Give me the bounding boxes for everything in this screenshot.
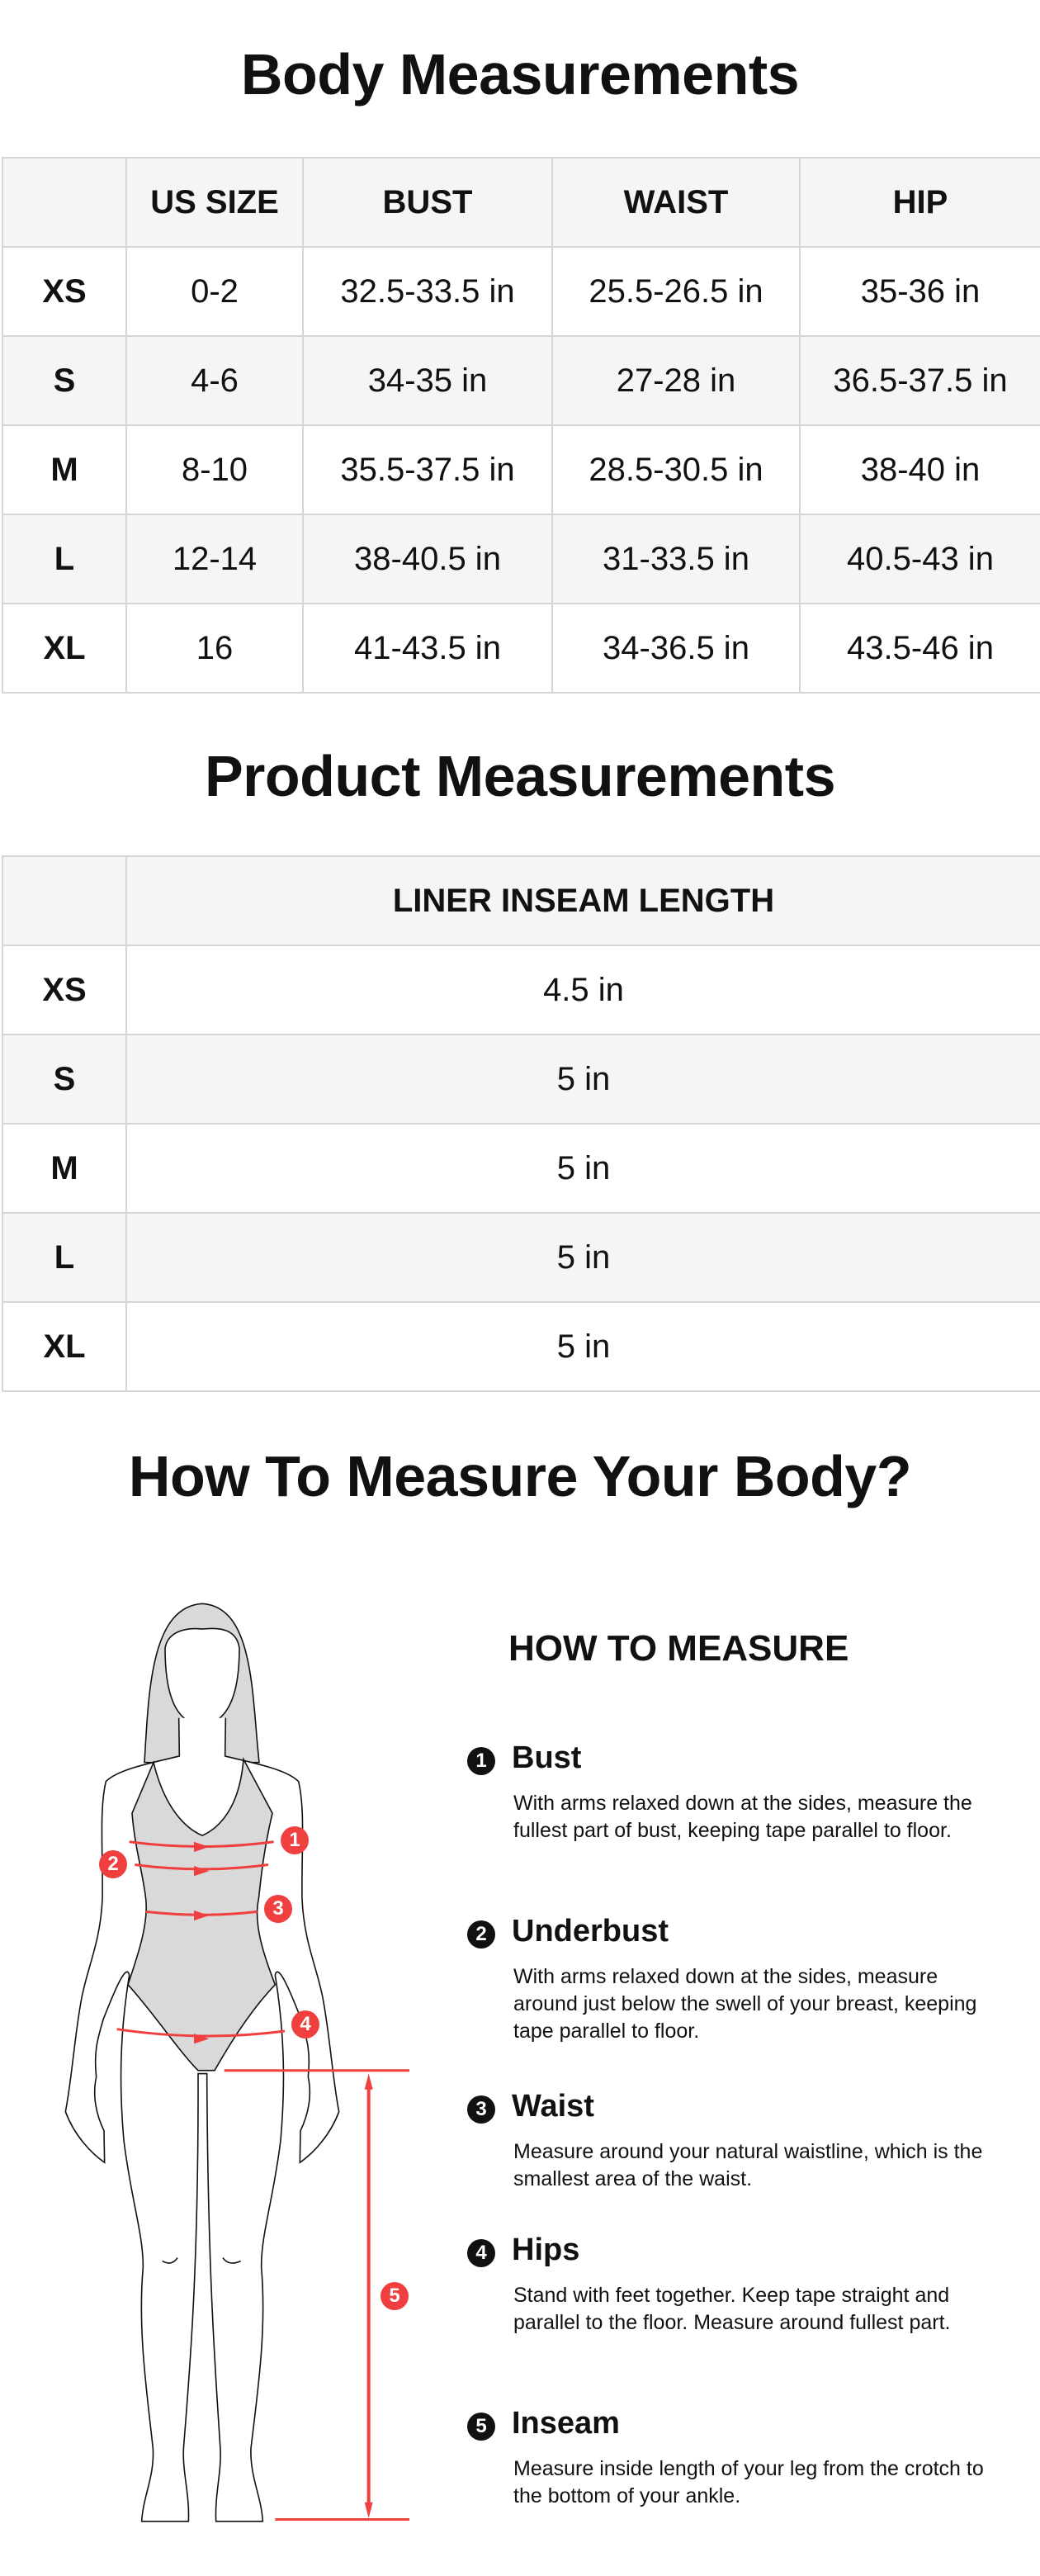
product-measurements-table: LINER INSEAM LENGTH XS 4.5 in S 5 in M 5… [2,855,1040,1392]
size-cell: M [2,424,127,515]
table-cell: 5 in [125,1123,1040,1214]
arrow-head [194,1866,210,1877]
table-row: S 4-6 34-35 in 27-28 in 36.5-37.5 in [2,335,1040,426]
badge-waist: 3 [264,1895,292,1923]
header-cell [2,855,127,946]
table-row: XS 4.5 in [2,945,1040,1035]
size-cell: XL [2,1301,127,1392]
arrow-head [194,2034,210,2044]
how-to-measure-heading: HOW TO MEASURE [508,1628,849,1669]
header-cell: WAIST [551,157,801,248]
table-cell: 38-40 in [799,424,1040,515]
table-row: M 8-10 35.5-37.5 in 28.5-30.5 in 38-40 i… [2,424,1040,515]
table-cell: 36.5-37.5 in [799,335,1040,426]
table-cell: 43.5-46 in [799,603,1040,694]
arrow-head [364,2502,373,2518]
header-cell [2,157,127,248]
table-cell: 32.5-33.5 in [302,246,553,337]
table-header-row: US SIZE BUST WAIST HIP [2,157,1040,248]
badge-hips: 4 [291,2010,319,2039]
item-heading: Underbust [512,1914,669,1949]
badge-underbust: 2 [99,1850,127,1878]
number-circle-icon: 5 [467,2413,495,2441]
table-row: L 5 in [2,1212,1040,1303]
table-cell: 8-10 [125,424,304,515]
table-cell: 31-33.5 in [551,514,801,604]
table-cell: 5 in [125,1212,1040,1303]
size-cell: L [2,514,127,604]
arrow-head [194,1841,210,1853]
table-cell: 4-6 [125,335,304,426]
size-cell: XL [2,603,127,694]
table-cell: 25.5-26.5 in [551,246,801,337]
badge-inseam: 5 [381,2282,409,2310]
item-heading: Hips [512,2233,580,2267]
table-cell: 35.5-37.5 in [302,424,553,515]
face [165,1628,239,1724]
table-cell: 5 in [125,1034,1040,1125]
size-cell: L [2,1212,127,1303]
item-description: Measure around your natural waistline, w… [513,2140,983,2190]
header-cell: US SIZE [125,157,304,248]
item-description: With arms relaxed down at the sides, mea… [513,1965,977,2043]
item-heading: Inseam [512,2406,620,2441]
number-circle-icon: 3 [467,2095,495,2124]
table-header-row: LINER INSEAM LENGTH [2,855,1040,946]
table-cell: 28.5-30.5 in [551,424,801,515]
table-row: L 12-14 38-40.5 in 31-33.5 in 40.5-43 in [2,514,1040,604]
body-measurements-table: US SIZE BUST WAIST HIP XS 0-2 32.5-33.5 … [2,157,1040,694]
item-description: With arms relaxed down at the sides, mea… [513,1792,972,1842]
arrow-head [364,2073,373,2090]
table-cell: 34-35 in [302,335,553,426]
table-row: M 5 in [2,1123,1040,1214]
badge-bust: 1 [281,1826,309,1854]
table-cell: 16 [125,603,304,694]
item-heading: Waist [512,2089,594,2124]
table-cell: 27-28 in [551,335,801,426]
product-measurements-title: Product Measurements [204,744,836,808]
item-description: Measure inside length of your leg from t… [513,2457,984,2507]
size-cell: M [2,1123,127,1214]
header-cell: BUST [302,157,553,248]
header-cell: HIP [799,157,1040,248]
how-to-measure-title: How To Measure Your Body? [128,1444,912,1508]
table-row: XS 0-2 32.5-33.5 in 25.5-26.5 in 35-36 i… [2,246,1040,337]
size-cell: S [2,335,127,426]
table-cell: 0-2 [125,246,304,337]
table-cell: 12-14 [125,514,304,604]
size-cell: S [2,1034,127,1125]
table-cell: 4.5 in [125,945,1040,1035]
table-cell: 34-36.5 in [551,603,801,694]
table-cell: 41-43.5 in [302,603,553,694]
number-circle-icon: 1 [467,1747,495,1775]
body-figure-illustration [0,1569,429,2559]
table-cell: 35-36 in [799,246,1040,337]
header-cell: LINER INSEAM LENGTH [125,855,1040,946]
table-row: XL 16 41-43.5 in 34-36.5 in 43.5-46 in [2,603,1040,694]
number-circle-icon: 2 [467,1920,495,1949]
size-cell: XS [2,945,127,1035]
table-row: S 5 in [2,1034,1040,1125]
table-cell: 5 in [125,1301,1040,1392]
hips-line [117,2029,285,2036]
item-heading: Bust [512,1740,582,1775]
item-description: Stand with feet together. Keep tape stra… [513,2284,951,2334]
table-cell: 38-40.5 in [302,514,553,604]
body-measurements-title: Body Measurements [240,42,800,107]
table-cell: 40.5-43 in [799,514,1040,604]
number-circle-icon: 4 [467,2239,495,2267]
size-cell: XS [2,246,127,337]
table-row: XL 5 in [2,1301,1040,1392]
arrow-head [194,1910,210,1921]
